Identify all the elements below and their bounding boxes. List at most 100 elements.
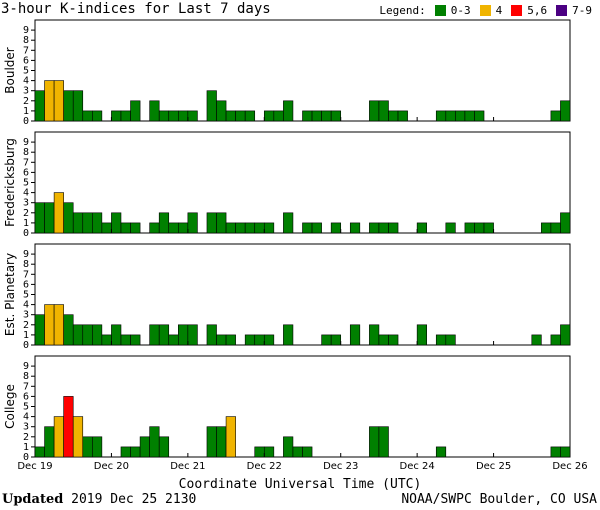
updated-label: Updated	[2, 492, 64, 507]
y-tick-label: 0	[23, 228, 29, 239]
y-tick-label: 6	[23, 391, 29, 402]
k-index-bar	[464, 110, 475, 122]
k-index-bar	[378, 222, 389, 234]
k-index-bar	[111, 212, 122, 234]
k-index-bar	[82, 212, 93, 234]
k-index-bar	[120, 110, 131, 122]
k-index-bar	[369, 100, 380, 122]
k-index-bar	[244, 110, 256, 122]
x-tick-label: Dec 21	[170, 461, 205, 472]
k-index-bar	[283, 436, 294, 458]
y-tick-label: 7	[23, 45, 29, 56]
panel-label: Fredericksburg	[3, 138, 17, 227]
k-index-bar	[321, 334, 332, 346]
k-index-bar	[378, 426, 389, 458]
k-index-bar	[53, 304, 64, 346]
k-index-bar	[464, 222, 475, 234]
k-index-bar	[235, 110, 246, 122]
k-index-bar	[206, 324, 217, 346]
k-index-bar	[560, 212, 571, 234]
k-index-bar	[283, 324, 294, 346]
y-tick-label: 4	[23, 412, 29, 423]
k-index-bar	[216, 426, 227, 458]
k-index-bar	[178, 324, 189, 346]
panel-frame	[34, 243, 571, 346]
k-index-bar	[388, 110, 399, 122]
k-index-bar	[560, 100, 571, 122]
panel-label: Est. Planetary	[3, 253, 17, 336]
panel-frame	[34, 19, 571, 122]
k-index-bar	[225, 416, 236, 458]
y-tick-label: 3	[23, 422, 29, 433]
chart-title: 3-hour K-indices for Last 7 days	[1, 1, 271, 17]
k-index-bar	[369, 222, 380, 234]
x-tick-label: Dec 26	[552, 461, 587, 472]
k-index-bar	[445, 222, 456, 234]
k-index-bar	[349, 222, 361, 234]
legend-swatch-0-3	[434, 5, 446, 16]
legend: Legend: 0-3 4 5,6 7-9	[379, 4, 594, 17]
k-index-bar	[474, 222, 485, 234]
k-index-bar	[34, 314, 45, 346]
k-index-bar	[168, 334, 179, 346]
k-index-bar	[111, 324, 122, 346]
y-tick-label: 8	[23, 259, 29, 270]
x-tick-label: Dec 24	[400, 461, 435, 472]
y-tick-label: 1	[23, 106, 29, 117]
y-tick-label: 3	[23, 310, 29, 321]
y-tick-label: 0	[23, 116, 29, 127]
x-tick-label: Dec 23	[323, 461, 358, 472]
k-index-bar	[330, 334, 342, 346]
k-index-bar	[168, 222, 179, 234]
k-index-bar	[273, 110, 284, 122]
k-index-bar	[63, 202, 74, 234]
k-index-bar	[187, 212, 198, 234]
k-index-bar	[263, 334, 275, 346]
k-index-bar	[378, 334, 389, 346]
k-index-bar	[92, 110, 103, 122]
updated-timestamp: Updated 2019 Dec 25 2130	[2, 493, 196, 506]
k-index-bar	[63, 314, 74, 346]
k-index-bar	[235, 222, 246, 234]
k-index-bar	[53, 416, 64, 458]
updated-value: 2019 Dec 25 2130	[63, 492, 197, 507]
k-index-bar	[53, 192, 64, 234]
k-index-bar	[206, 212, 217, 234]
k-index-bar	[445, 110, 456, 122]
k-index-bar	[550, 446, 561, 458]
k-index-bar	[483, 222, 494, 234]
k-index-bar	[130, 222, 141, 234]
credit: NOAA/SWPC Boulder, CO USA	[401, 492, 597, 507]
k-index-bar	[263, 446, 275, 458]
k-index-bar	[330, 222, 342, 234]
k-index-bar	[349, 324, 361, 346]
k-index-bar	[130, 334, 141, 346]
k-index-bar	[216, 212, 227, 234]
k-index-bar	[72, 324, 84, 346]
k-index-bar	[388, 334, 399, 346]
y-tick-label: 8	[23, 147, 29, 158]
k-index-bar	[44, 202, 55, 234]
k-index-bar	[187, 110, 198, 122]
k-index-bar	[244, 222, 256, 234]
y-tick-label: 8	[23, 371, 29, 382]
y-tick-label: 2	[23, 96, 29, 107]
y-tick-label: 5	[23, 66, 29, 77]
k-index-bar	[263, 222, 275, 234]
k-index-bar	[302, 446, 313, 458]
k-index-bar	[44, 304, 55, 346]
y-tick-label: 0	[23, 452, 29, 463]
k-index-bar	[120, 222, 131, 234]
k-index-bar	[63, 396, 74, 458]
k-index-bar	[369, 426, 380, 458]
y-tick-label: 2	[23, 320, 29, 331]
k-index-bar	[72, 90, 84, 122]
k-index-bar	[225, 334, 236, 346]
k-index-bar	[72, 416, 84, 458]
k-index-bar	[263, 110, 275, 122]
k-index-bar	[560, 446, 571, 458]
y-tick-label: 9	[23, 361, 29, 372]
k-index-bar	[149, 100, 160, 122]
y-tick-label: 2	[23, 208, 29, 219]
legend-swatch-4	[479, 5, 491, 16]
